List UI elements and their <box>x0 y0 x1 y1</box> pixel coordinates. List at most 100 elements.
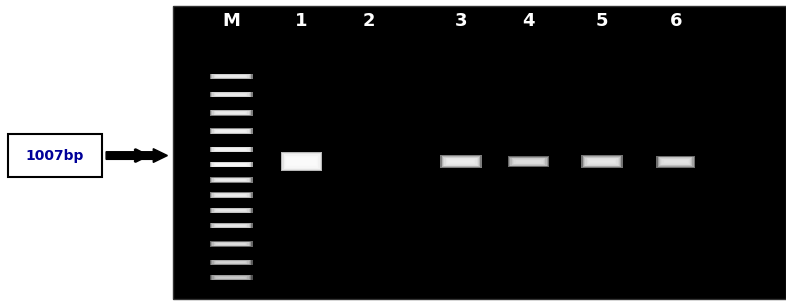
Bar <box>281 152 322 171</box>
Bar <box>211 223 252 228</box>
Bar <box>447 159 476 164</box>
Bar <box>590 161 614 163</box>
Bar <box>215 93 248 96</box>
Bar <box>211 242 252 246</box>
Bar <box>212 178 250 182</box>
Bar <box>582 155 623 168</box>
Bar <box>218 112 244 113</box>
Bar <box>216 277 246 278</box>
Bar <box>219 94 244 95</box>
Bar <box>210 162 253 167</box>
Bar <box>216 130 246 132</box>
Bar <box>214 242 248 246</box>
Bar <box>214 111 248 115</box>
Bar <box>210 92 253 97</box>
Bar <box>440 155 482 168</box>
Bar <box>219 195 244 196</box>
Bar <box>218 195 244 196</box>
Bar <box>211 74 252 79</box>
Bar <box>216 94 246 95</box>
Bar <box>215 163 248 166</box>
Bar <box>214 148 248 151</box>
Bar <box>214 129 248 133</box>
Bar <box>214 178 248 182</box>
Bar <box>444 158 478 166</box>
Bar <box>586 159 618 165</box>
Bar <box>218 225 244 226</box>
Bar <box>584 157 620 167</box>
Bar <box>214 74 248 78</box>
Bar <box>219 210 244 211</box>
Text: M: M <box>222 12 240 30</box>
Bar <box>288 158 316 165</box>
Bar <box>450 161 472 163</box>
Bar <box>210 74 253 79</box>
Bar <box>216 225 246 227</box>
Bar <box>215 75 248 77</box>
Bar <box>443 157 479 167</box>
Bar <box>448 160 474 163</box>
Bar <box>218 164 244 165</box>
Bar <box>663 160 688 163</box>
Bar <box>218 131 244 132</box>
Bar <box>214 224 248 228</box>
Bar <box>510 158 546 166</box>
Bar <box>282 153 321 170</box>
Bar <box>517 161 540 162</box>
Bar <box>216 194 246 196</box>
Bar <box>215 130 248 132</box>
Bar <box>582 156 622 167</box>
Bar <box>659 157 692 166</box>
Bar <box>210 177 253 183</box>
Text: 1: 1 <box>296 12 308 30</box>
Bar <box>658 156 693 167</box>
Bar <box>514 160 542 164</box>
Bar <box>285 156 318 168</box>
Bar <box>509 157 548 166</box>
Bar <box>212 193 250 197</box>
Bar <box>219 225 244 226</box>
Bar <box>212 92 250 97</box>
Bar <box>656 156 695 167</box>
Bar <box>212 74 250 78</box>
Bar <box>212 208 250 213</box>
Bar <box>588 159 616 164</box>
Bar <box>210 260 253 265</box>
Bar <box>586 158 619 166</box>
Bar <box>215 111 248 114</box>
Bar <box>215 194 248 197</box>
Bar <box>516 160 542 163</box>
Bar <box>215 276 248 279</box>
Bar <box>218 262 244 263</box>
Bar <box>590 160 615 163</box>
Bar <box>214 209 248 212</box>
Bar <box>216 261 246 263</box>
Bar <box>218 179 244 181</box>
Bar <box>218 277 244 278</box>
Bar <box>212 163 250 167</box>
Bar <box>446 159 476 165</box>
Bar <box>212 224 250 228</box>
Bar <box>211 193 252 198</box>
Bar <box>215 148 248 151</box>
Bar <box>214 260 248 264</box>
Bar <box>216 149 246 150</box>
Bar <box>216 210 246 211</box>
Bar <box>214 276 248 279</box>
Bar <box>512 158 545 165</box>
Bar <box>210 147 253 152</box>
Bar <box>214 163 248 167</box>
Bar <box>219 76 244 77</box>
Bar <box>8 134 102 177</box>
Bar <box>215 179 248 181</box>
Bar <box>212 147 250 152</box>
Bar <box>218 94 244 95</box>
Bar <box>210 128 253 134</box>
Bar <box>216 243 246 245</box>
Bar <box>218 76 244 77</box>
Bar <box>216 75 246 77</box>
Bar <box>212 260 250 264</box>
Bar <box>211 129 252 134</box>
Bar <box>290 160 314 163</box>
Bar <box>212 129 250 133</box>
